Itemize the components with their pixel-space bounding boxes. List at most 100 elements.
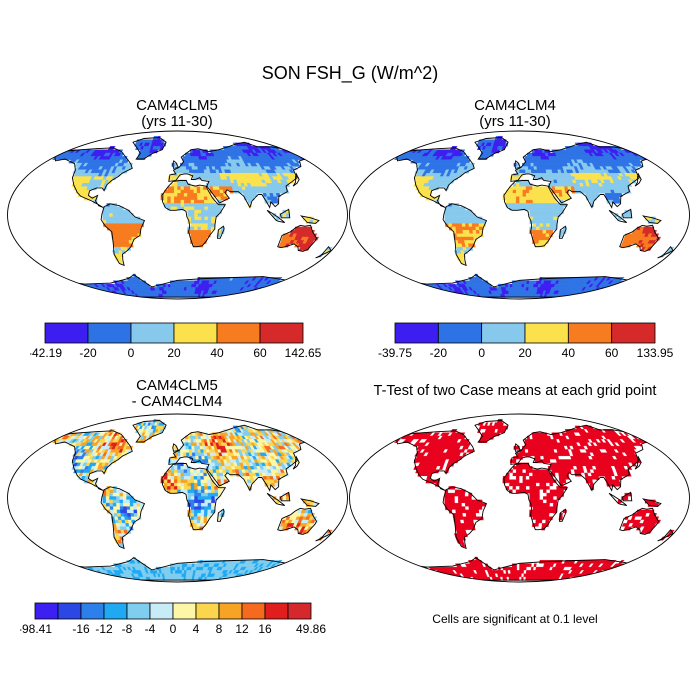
grid-cell [513,176,517,181]
grid-cell [529,206,534,211]
grid-cell [395,280,404,285]
grid-cell [280,283,288,288]
grid-cell [553,216,558,221]
grid-cell [432,290,440,295]
grid-cell [163,482,168,487]
grid-cell [62,287,70,292]
grid-cell [201,499,205,504]
grid-cell [447,206,453,211]
grid-cell [454,223,460,228]
grid-cell [272,290,280,295]
grid-cell [196,186,201,191]
grid-cell [535,186,540,191]
grid-cell [133,223,138,228]
grid-cell [123,226,128,231]
grid-cell [603,290,611,295]
grid-cell [193,199,198,204]
grid-cell [126,506,131,511]
grid-cell [285,287,293,292]
grid-cell [593,290,600,295]
grid-cell [122,213,127,218]
grid-cell [211,502,216,507]
grid-cell [535,193,540,197]
grid-cell [522,186,527,191]
grid-cell [197,492,202,497]
grid-cell [190,476,195,480]
grid-cell [553,213,558,218]
grid-cell [179,563,183,568]
grid-cell [556,206,561,211]
grid-cell [177,169,181,174]
grid-cell [126,496,131,501]
grid-cell [536,223,541,228]
grid-cell [514,283,518,288]
grid-cell [183,476,188,480]
grid-cell [454,209,459,214]
grid-cell [109,209,114,214]
grid-cell [188,445,193,450]
grid-cell [183,196,188,201]
grid-cell [461,216,466,221]
grid-cell [182,166,187,170]
grid-cell [203,233,208,238]
grid-cell [126,213,131,218]
grid-cell [183,183,188,187]
grid-cell [194,489,199,494]
grid-cell [201,496,205,501]
grid-cell [193,226,198,231]
panel-title-clm5: CAM4CLM5 (yrs 11-30) [17,98,337,130]
grid-cell [188,169,193,174]
grid-cell [626,283,635,288]
grid-cell [532,186,537,191]
grid-cell [170,193,175,197]
grid-cell [122,496,127,501]
grid-cell [553,206,558,211]
grid-cell [105,216,110,221]
grid-cell [170,570,174,575]
grid-cell [170,476,175,480]
grid-cell [216,189,221,194]
grid-cell [594,193,600,197]
grid-cell [599,290,607,295]
grid-cell [196,516,201,521]
grid-cell [282,213,287,218]
grid-cell [127,233,132,238]
grid-cell [274,290,282,295]
grid-cell [512,283,516,288]
grid-cell [262,293,270,298]
grid-cell [187,486,192,491]
grid-cell [193,469,198,474]
grid-cell [57,566,66,571]
grid-cell [187,496,192,501]
grid-cell [424,287,432,292]
grid-cell [406,287,414,292]
grid-cell [180,479,185,484]
grid-cell [421,293,429,298]
grid-cell [180,186,185,191]
grid-cell [71,287,79,292]
grid-cell [199,469,204,474]
grid-cell [163,476,168,480]
grid-cell [616,293,624,298]
grid-cell [274,199,279,204]
grid-cell [284,563,292,568]
grid-cell [177,566,181,571]
grid-cell [65,280,74,285]
grid-cell [468,219,473,224]
grid-cell [416,283,424,288]
grid-cell [190,472,195,477]
grid-cell [610,290,618,295]
grid-cell [417,287,425,292]
grid-cell [92,293,99,298]
grid-cell [598,293,605,298]
grid-cell [291,149,299,154]
grid-cell [542,193,547,197]
grid-cell [536,213,541,218]
grid-cell [535,226,540,231]
grid-cell [410,290,419,295]
grid-cell [163,199,168,204]
grid-cell [190,486,195,491]
grid-cell [190,219,195,224]
grid-cell [194,486,199,491]
grid-cell [200,226,205,231]
